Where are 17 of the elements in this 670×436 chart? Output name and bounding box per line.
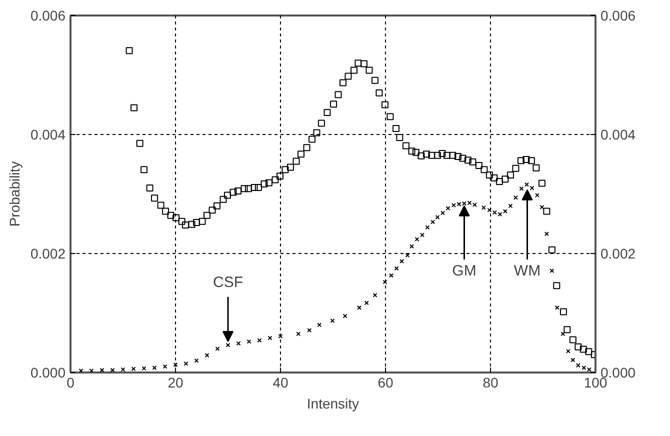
y-tick-label: 0.000 — [30, 364, 66, 380]
y2-tick-label: 0.002 — [600, 246, 636, 262]
y-tick-label: 0.004 — [30, 126, 66, 142]
y-tick-label: 0.002 — [30, 246, 66, 262]
x-tick-label: 60 — [378, 374, 394, 390]
x-tick-label: 0 — [66, 374, 75, 390]
x-tick-label: 20 — [168, 374, 184, 390]
annotation: GM — [452, 262, 476, 280]
y2-tick-label: 0.004 — [600, 126, 636, 142]
y2-tick-label: 0.006 — [600, 8, 636, 24]
x-tick-label: 40 — [272, 374, 288, 390]
annotation: WM — [514, 262, 541, 280]
annotation: CSF — [213, 274, 243, 291]
x-tick-label: 80 — [482, 374, 498, 390]
x-axis-title: Intensity — [306, 396, 360, 412]
y-axis-title: Probability — [6, 161, 22, 227]
y-tick-label: 0.006 — [30, 8, 66, 24]
